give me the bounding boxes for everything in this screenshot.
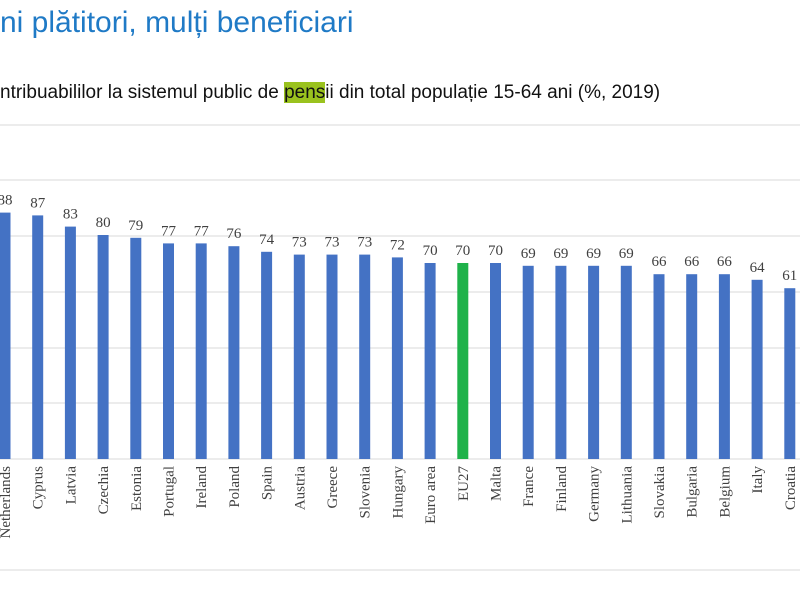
data-label: 70 <box>423 243 438 259</box>
x-tick-label: Slovakia <box>652 466 668 519</box>
data-label: 77 <box>161 223 177 239</box>
bar-austria <box>293 254 305 459</box>
subtitle-text-end: ii din total populație 15-64 ani (%, 201… <box>325 82 661 103</box>
bar-belgium <box>718 274 730 459</box>
slide-title: ni plătitori, mulți beneficiari <box>0 6 354 39</box>
data-label: 87 <box>30 195 46 211</box>
x-tick-label: Austria <box>292 466 308 511</box>
bar-portugal <box>163 243 174 459</box>
bar-italy <box>751 279 763 459</box>
x-tick-label: Poland <box>227 466 243 508</box>
bar-france <box>522 265 534 459</box>
bar-germany <box>588 265 600 459</box>
x-tick-label: Greece <box>325 466 341 509</box>
x-tick-label: Bulgaria <box>685 466 701 518</box>
data-label: 73 <box>292 235 307 251</box>
data-label: 79 <box>128 218 143 234</box>
bar-greece <box>326 254 338 459</box>
data-label: 72 <box>390 237 405 253</box>
data-label: 66 <box>684 254 700 270</box>
bar-hungary <box>391 257 403 459</box>
x-tick-label: Germany <box>587 466 603 522</box>
bar-malta <box>490 263 501 459</box>
x-tick-label: Belgium <box>717 466 733 518</box>
bar-cyprus <box>32 215 44 459</box>
bar-poland <box>228 246 240 459</box>
data-label: 70 <box>488 243 503 259</box>
bar-bulgaria <box>686 274 698 459</box>
x-tick-label: Euro area <box>423 466 439 524</box>
x-tick-label: Estonia <box>129 466 145 511</box>
bar-latvia <box>64 226 76 459</box>
x-tick-label: Ireland <box>194 466 210 509</box>
bar-spain <box>261 251 273 459</box>
bar-slovakia <box>653 274 665 459</box>
data-label: 69 <box>586 246 601 262</box>
data-label: 73 <box>325 235 340 251</box>
bar-estonia <box>130 237 142 459</box>
data-label: 69 <box>553 246 568 262</box>
x-tick-label: Lithuania <box>619 466 635 524</box>
subtitle-text-start: ntribuabililor la sistemul public de <box>0 82 285 103</box>
bar-lithuania <box>620 265 632 459</box>
data-label: 66 <box>652 254 668 270</box>
bar-euro-area <box>424 263 436 459</box>
bar-eu27 <box>457 263 469 459</box>
data-label: 83 <box>63 207 78 223</box>
data-label: 66 <box>717 254 733 270</box>
x-tick-label: France <box>521 466 537 507</box>
x-tick-label: Hungary <box>390 466 406 519</box>
data-label: 64 <box>750 260 766 276</box>
x-tick-label: Croatia <box>783 466 799 510</box>
x-tick-label: Slovenia <box>358 466 374 519</box>
bar-netherlands <box>0 212 11 459</box>
x-tick-label: Netherlands <box>0 466 14 539</box>
data-label: 76 <box>226 226 242 242</box>
data-label: 69 <box>619 246 634 262</box>
bar-finland <box>555 265 567 459</box>
data-label: 61 <box>782 268 797 284</box>
subtitle-highlight: pens <box>284 82 326 103</box>
x-tick-label: Portugal <box>162 466 178 517</box>
bar-czechia <box>97 235 109 459</box>
x-tick-label: Finland <box>554 466 570 512</box>
x-tick-label: Italy <box>750 466 766 494</box>
data-label: 77 <box>194 223 210 239</box>
x-tick-label: EU27 <box>456 466 472 501</box>
data-label: 80 <box>96 215 111 231</box>
x-tick-label: Latvia <box>63 466 79 505</box>
data-label: 74 <box>259 232 275 248</box>
bar-slovenia <box>359 254 371 459</box>
bar-ireland <box>195 243 207 459</box>
data-label: 88 <box>0 193 13 209</box>
x-tick-label: Cyprus <box>31 466 47 510</box>
x-tick-label: Spain <box>260 466 276 501</box>
data-label: 70 <box>455 243 470 259</box>
x-tick-label: Czechia <box>96 466 112 515</box>
data-label: 69 <box>521 246 536 262</box>
data-label: 73 <box>357 235 372 251</box>
bar-croatia <box>784 288 796 459</box>
x-tick-label: Malta <box>489 466 505 501</box>
chart-subtitle: ntribuabililor la sistemul public de pen… <box>0 82 660 104</box>
